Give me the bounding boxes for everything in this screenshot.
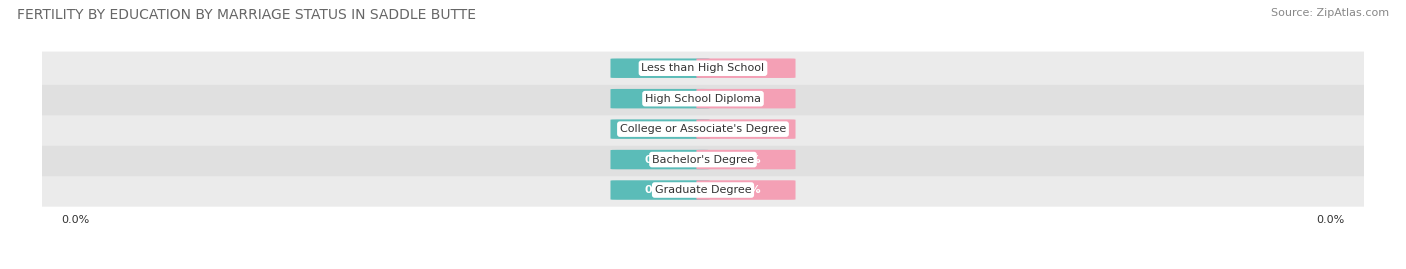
Text: 0.0%: 0.0% xyxy=(731,185,761,195)
FancyBboxPatch shape xyxy=(696,150,796,169)
Text: 0.0%: 0.0% xyxy=(645,155,675,165)
FancyBboxPatch shape xyxy=(30,52,1376,85)
FancyBboxPatch shape xyxy=(610,58,710,78)
FancyBboxPatch shape xyxy=(30,173,1376,207)
Text: 0.0%: 0.0% xyxy=(731,63,761,73)
FancyBboxPatch shape xyxy=(30,143,1376,176)
Text: College or Associate's Degree: College or Associate's Degree xyxy=(620,124,786,134)
FancyBboxPatch shape xyxy=(696,180,796,200)
Text: 0.0%: 0.0% xyxy=(645,63,675,73)
Text: Source: ZipAtlas.com: Source: ZipAtlas.com xyxy=(1271,8,1389,18)
Text: Less than High School: Less than High School xyxy=(641,63,765,73)
Text: 0.0%: 0.0% xyxy=(645,94,675,104)
Legend: Married, Unmarried: Married, Unmarried xyxy=(616,266,790,269)
FancyBboxPatch shape xyxy=(30,112,1376,146)
Text: 0.0%: 0.0% xyxy=(731,155,761,165)
Text: Bachelor's Degree: Bachelor's Degree xyxy=(652,155,754,165)
Text: Graduate Degree: Graduate Degree xyxy=(655,185,751,195)
FancyBboxPatch shape xyxy=(30,82,1376,115)
FancyBboxPatch shape xyxy=(696,119,796,139)
FancyBboxPatch shape xyxy=(610,180,710,200)
FancyBboxPatch shape xyxy=(610,119,710,139)
Text: 0.0%: 0.0% xyxy=(731,124,761,134)
Text: 0.0%: 0.0% xyxy=(645,124,675,134)
Text: High School Diploma: High School Diploma xyxy=(645,94,761,104)
Text: FERTILITY BY EDUCATION BY MARRIAGE STATUS IN SADDLE BUTTE: FERTILITY BY EDUCATION BY MARRIAGE STATU… xyxy=(17,8,475,22)
FancyBboxPatch shape xyxy=(610,150,710,169)
Text: 0.0%: 0.0% xyxy=(731,94,761,104)
FancyBboxPatch shape xyxy=(610,89,710,108)
FancyBboxPatch shape xyxy=(696,58,796,78)
Text: 0.0%: 0.0% xyxy=(645,185,675,195)
FancyBboxPatch shape xyxy=(696,89,796,108)
